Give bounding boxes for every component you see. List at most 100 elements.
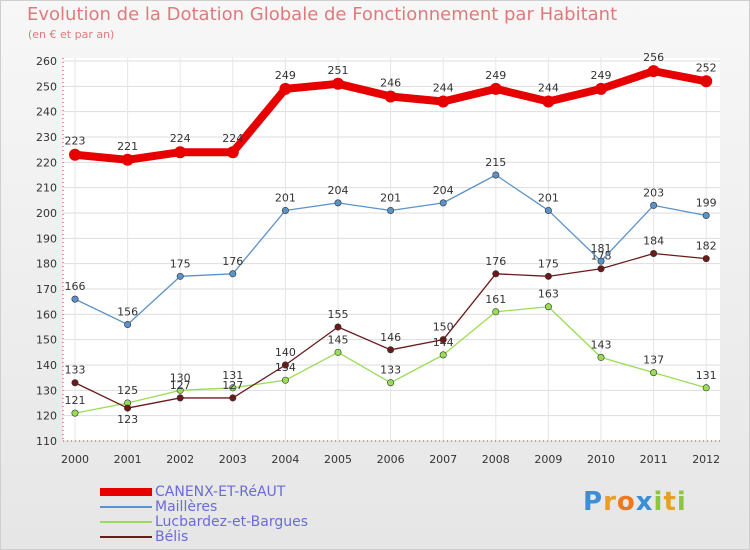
data-point (542, 95, 555, 108)
data-label: 130 (170, 371, 191, 384)
y-tick-label: 220 (36, 156, 57, 169)
data-point (647, 65, 660, 78)
data-point (437, 95, 450, 108)
data-point (226, 146, 239, 159)
x-tick-label: 2004 (271, 453, 299, 466)
data-point (544, 303, 552, 311)
data-label: 201 (380, 191, 401, 204)
x-tick-label: 2009 (534, 453, 562, 466)
legend-label-canenx: CANENX-ET-RéAUT (155, 484, 286, 500)
data-point (279, 82, 292, 95)
data-label: 249 (485, 69, 506, 82)
logo-letter: i (653, 487, 664, 517)
data-label: 121 (65, 394, 86, 407)
data-point (332, 77, 344, 90)
data-label: 256 (643, 51, 664, 64)
data-label: 176 (222, 255, 243, 268)
data-label: 244 (433, 82, 454, 95)
x-tick-label: 2007 (429, 453, 457, 466)
data-label: 224 (222, 132, 243, 145)
data-label: 133 (65, 364, 86, 377)
data-point (334, 199, 342, 207)
logo-letter: o (616, 487, 636, 517)
x-tick-label: 2003 (219, 453, 247, 466)
y-tick-label: 240 (36, 106, 57, 119)
data-label: 176 (485, 255, 506, 268)
y-tick-label: 160 (36, 308, 57, 321)
data-point (281, 361, 289, 369)
data-label: 156 (117, 305, 138, 318)
y-tick-label: 140 (36, 359, 57, 372)
y-tick-label: 170 (36, 283, 57, 296)
y-tick-label: 150 (36, 334, 57, 347)
x-tick-label: 2002 (166, 453, 194, 466)
data-label: 244 (538, 82, 559, 95)
data-label: 251 (328, 64, 349, 77)
data-label: 181 (591, 242, 612, 255)
data-point (597, 353, 605, 361)
y-tick-label: 230 (36, 131, 57, 144)
y-tick-label: 190 (36, 232, 57, 245)
data-label: 143 (591, 338, 612, 351)
data-label: 175 (170, 257, 191, 270)
data-point (121, 153, 134, 166)
data-label: 215 (485, 156, 506, 169)
data-point (387, 206, 395, 214)
data-label: 182 (696, 240, 717, 253)
data-point (281, 376, 289, 384)
data-label: 175 (538, 257, 559, 270)
data-label: 246 (380, 76, 401, 89)
x-tick-label: 2005 (324, 453, 352, 466)
y-tick-label: 180 (36, 258, 57, 271)
y-tick-label: 110 (36, 435, 57, 448)
data-label: 150 (433, 321, 454, 334)
legend-swatch-canenx (100, 488, 152, 496)
data-label: 203 (643, 186, 664, 199)
data-point (71, 379, 79, 387)
data-label: 223 (65, 135, 86, 148)
data-point (281, 206, 289, 214)
data-point (492, 308, 500, 316)
data-point (439, 351, 447, 359)
data-point (69, 148, 81, 161)
y-tick-label: 260 (36, 55, 57, 68)
data-label: 184 (643, 235, 664, 248)
logo-letter: i (676, 487, 687, 517)
data-point (702, 255, 710, 263)
data-label: 249 (591, 69, 612, 82)
x-tick-label: 2012 (692, 453, 720, 466)
legend-label-belis: Bélis (155, 529, 189, 545)
y-tick-label: 200 (36, 207, 57, 220)
data-point (229, 394, 237, 402)
x-tick-label: 2000 (61, 453, 89, 466)
data-label: 155 (328, 308, 349, 321)
legend-swatch-lucbardez (100, 521, 152, 523)
x-tick-label: 2008 (482, 453, 510, 466)
data-label: 199 (696, 197, 717, 210)
data-point (700, 75, 713, 88)
data-point (174, 146, 187, 159)
data-point (71, 295, 79, 303)
data-label: 137 (643, 354, 664, 367)
data-label: 249 (275, 69, 296, 82)
data-point (71, 409, 79, 417)
logo-letter: r (603, 487, 617, 517)
data-point (650, 250, 658, 258)
y-tick-label: 120 (36, 410, 57, 423)
data-point (489, 82, 502, 95)
chart-subtitle: (en € et par an) (28, 28, 115, 41)
data-point (702, 384, 710, 392)
data-point (650, 369, 658, 377)
data-point (544, 272, 552, 280)
proxiti-logo: Proxiti (583, 487, 687, 517)
data-point (229, 270, 237, 278)
data-point (702, 212, 710, 220)
legend-label-mailleres: Maillères (155, 499, 218, 515)
data-point (124, 320, 132, 328)
data-label: 204 (328, 184, 349, 197)
data-point (597, 265, 605, 273)
chart-title: Evolution de la Dotation Globale de Fonc… (27, 4, 618, 25)
data-label: 123 (117, 413, 138, 426)
legend-label-lucbardez: Lucbardez-et-Bargues (155, 514, 309, 530)
